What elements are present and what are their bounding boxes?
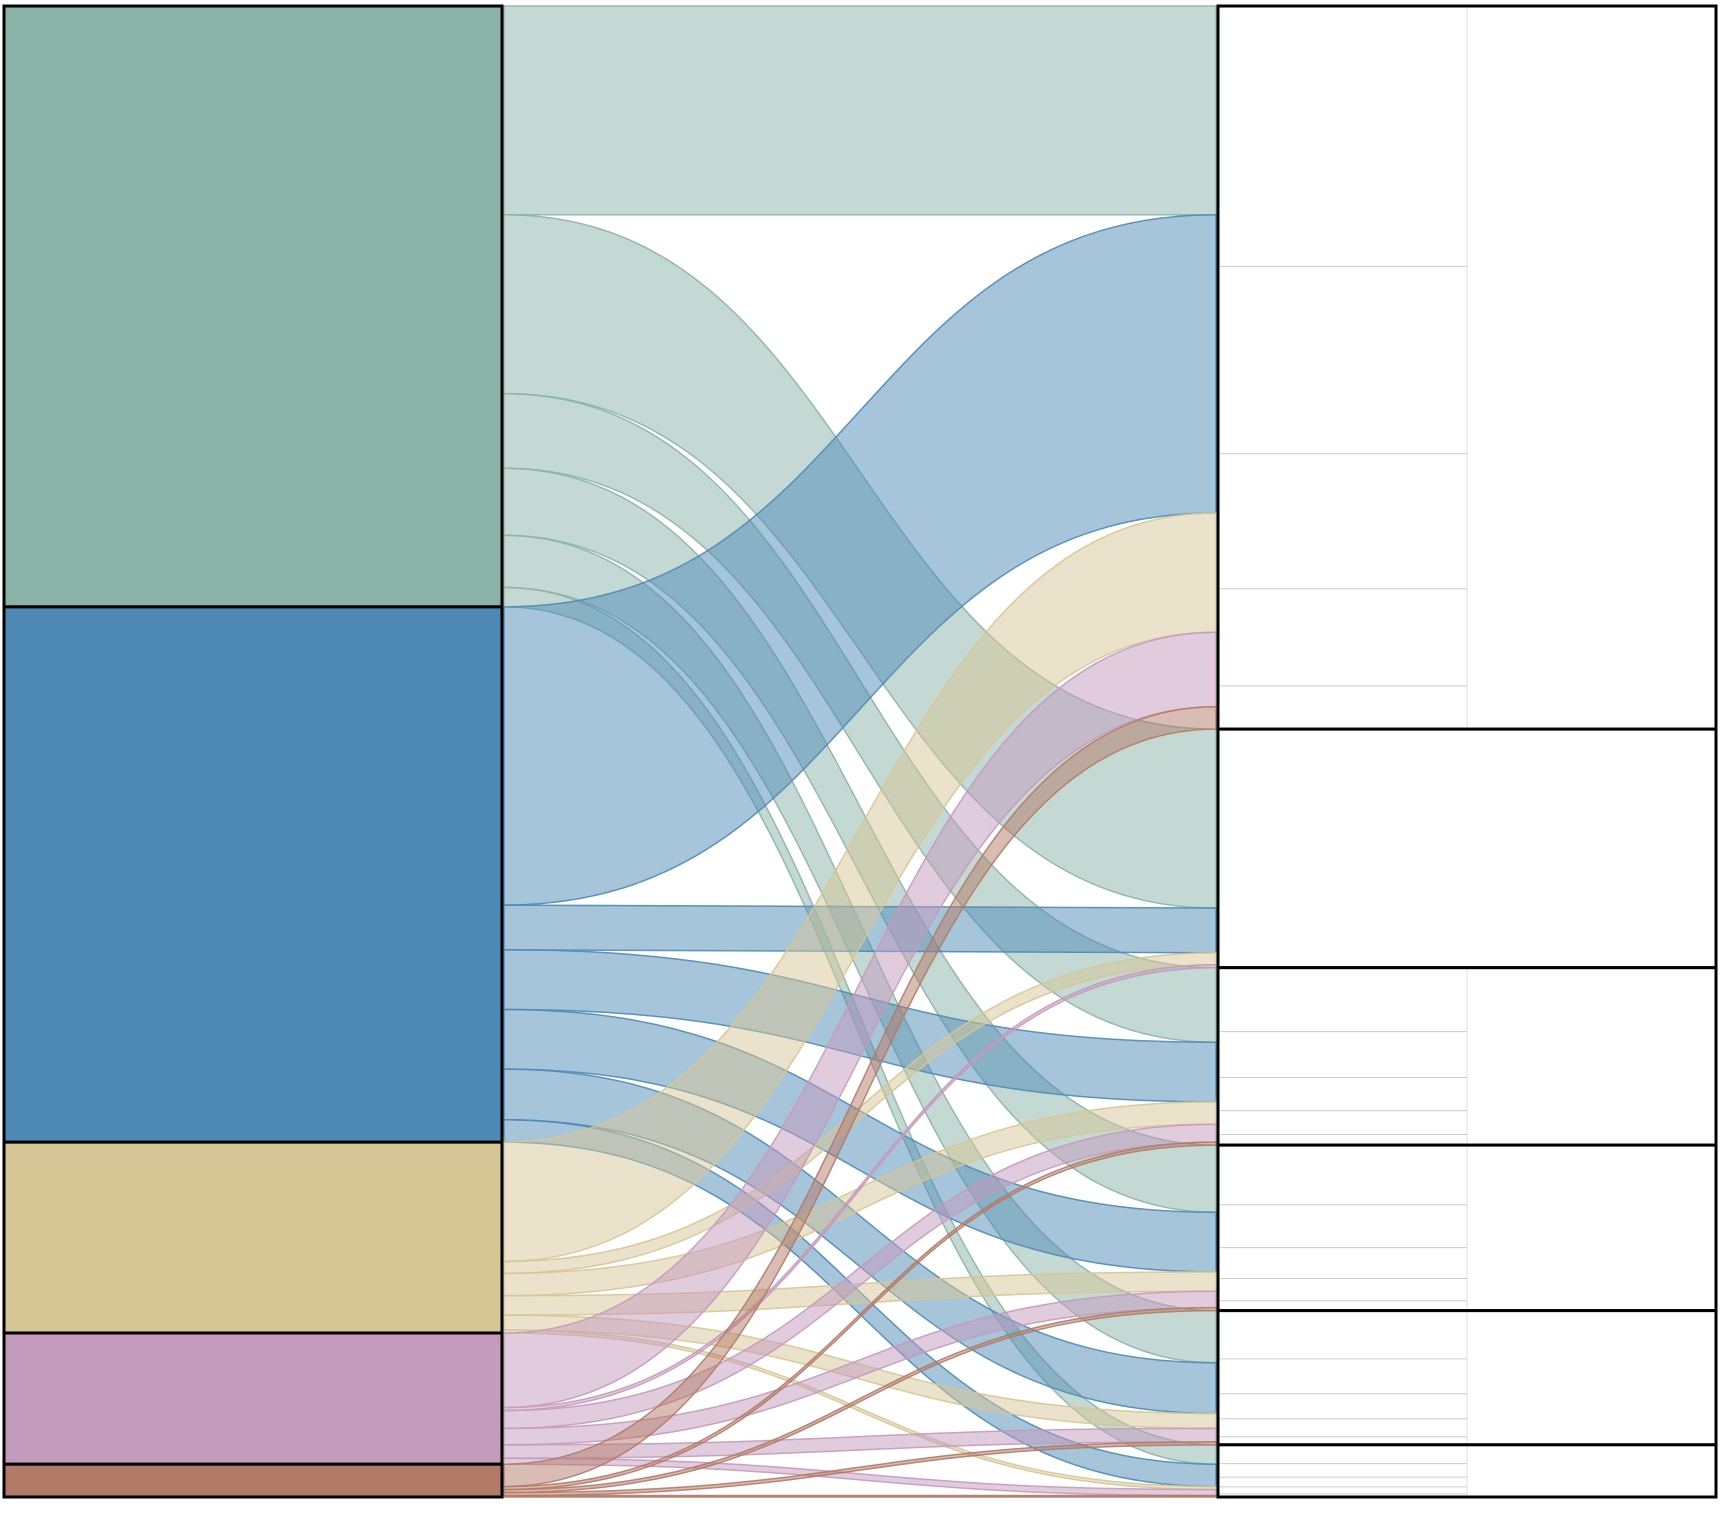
flow	[503, 1441, 1217, 1497]
left-node	[2, 1331, 504, 1466]
flow	[503, 1494, 1217, 1498]
flows	[503, 5, 1217, 1498]
flow	[503, 1306, 1217, 1494]
flow	[503, 1141, 1217, 1491]
left-node	[2, 1462, 504, 1499]
left-node	[2, 4, 504, 609]
flow	[503, 706, 1217, 1488]
flow	[503, 5, 1217, 216]
right-node	[1216, 727, 1718, 970]
left-node	[2, 605, 504, 1144]
left-node	[2, 1140, 504, 1335]
nodes	[2, 4, 1718, 1499]
